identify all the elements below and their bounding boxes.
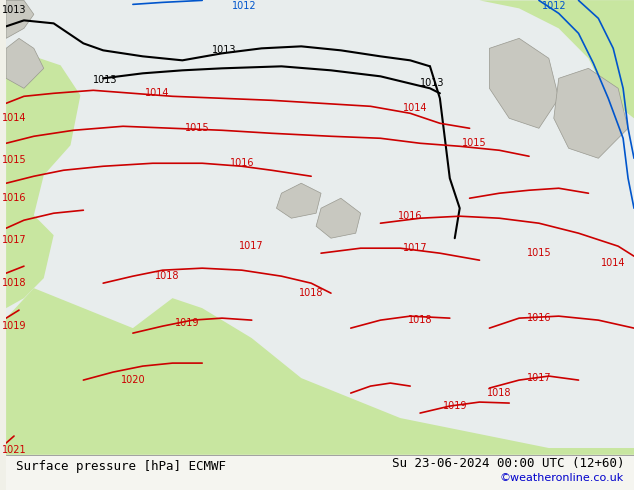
Text: 1016: 1016 [398, 211, 422, 221]
Text: 1021: 1021 [2, 445, 27, 455]
Text: 1012: 1012 [231, 1, 256, 11]
Polygon shape [6, 55, 81, 308]
Text: 1017: 1017 [240, 241, 264, 251]
Text: 1017: 1017 [527, 373, 551, 383]
Text: 1016: 1016 [230, 158, 254, 168]
Text: 1013: 1013 [212, 46, 236, 55]
Text: 1019: 1019 [175, 318, 200, 328]
Polygon shape [6, 288, 634, 490]
Text: ©weatheronline.co.uk: ©weatheronline.co.uk [500, 473, 624, 483]
Text: 1013: 1013 [2, 5, 26, 15]
Text: 1020: 1020 [120, 375, 145, 385]
Text: Surface pressure [hPa] ECMWF: Surface pressure [hPa] ECMWF [16, 460, 226, 472]
Text: 1014: 1014 [145, 88, 170, 98]
Text: 1013: 1013 [93, 75, 117, 85]
Polygon shape [479, 0, 634, 118]
Text: 1019: 1019 [2, 321, 26, 331]
Text: Su 23-06-2024 00:00 UTC (12+60): Su 23-06-2024 00:00 UTC (12+60) [392, 457, 624, 469]
Text: 1019: 1019 [443, 401, 467, 411]
Text: 1017: 1017 [403, 243, 427, 253]
Text: 1015: 1015 [527, 248, 551, 258]
Polygon shape [489, 38, 559, 128]
Text: 1018: 1018 [155, 271, 180, 281]
Polygon shape [556, 0, 634, 98]
Text: 1014: 1014 [2, 113, 26, 123]
Text: 1014: 1014 [601, 258, 626, 268]
Polygon shape [276, 183, 321, 218]
Text: 1013: 1013 [420, 78, 444, 88]
Text: 1018: 1018 [299, 288, 323, 298]
Polygon shape [553, 68, 628, 158]
Polygon shape [6, 38, 44, 88]
Text: 1016: 1016 [2, 193, 26, 203]
Bar [6, 455, 634, 490]
Text: 1018: 1018 [487, 388, 512, 398]
Text: 1017: 1017 [2, 235, 27, 245]
Text: 1015: 1015 [185, 123, 210, 133]
Polygon shape [316, 198, 361, 238]
Text: 1015: 1015 [462, 138, 487, 148]
Text: 1015: 1015 [2, 155, 27, 165]
Polygon shape [6, 0, 34, 38]
Text: 1014: 1014 [403, 103, 427, 113]
Text: 1018: 1018 [408, 315, 432, 325]
Text: 1018: 1018 [2, 278, 26, 288]
Text: 1016: 1016 [527, 313, 551, 323]
Text: 1012: 1012 [541, 1, 566, 11]
